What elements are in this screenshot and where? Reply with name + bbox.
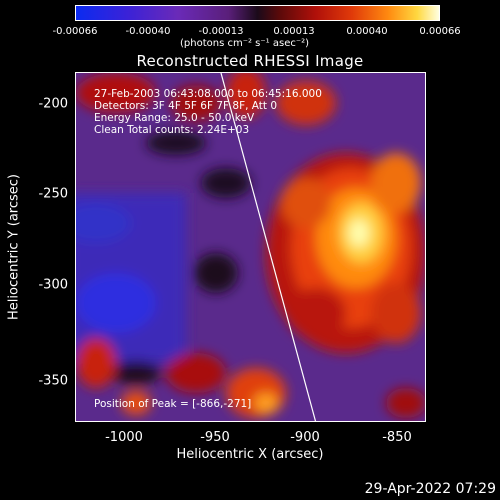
- image-canvas: [76, 73, 425, 421]
- colorbar-tick: -0.00066: [52, 26, 98, 37]
- x-tick: -900: [290, 430, 320, 445]
- y-tick: -300: [38, 277, 68, 293]
- x-tick: -1000: [105, 430, 143, 445]
- peak-position: Position of Peak = [-866,-271]: [94, 398, 252, 410]
- y-tick: -350: [38, 373, 68, 389]
- colorbar-tick: 0.00066: [419, 26, 461, 37]
- x-axis-label: Heliocentric X (arcsec): [176, 447, 324, 462]
- colorbar: [75, 5, 440, 21]
- info-detectors: Detectors: 3F 4F 5F 6F 7F 8F, Att 0: [94, 100, 278, 112]
- y-tick: -200: [38, 96, 68, 112]
- footer-date: 29-Apr-2022 07:29: [364, 481, 496, 497]
- rhessi-image: [75, 72, 426, 422]
- y-tick: -250: [38, 186, 68, 202]
- info-clean: Clean Total counts: 2.24E+03: [94, 124, 250, 136]
- x-tick: -850: [382, 430, 412, 445]
- colorbar-units: (photons cm⁻² s⁻¹ asec⁻²): [180, 38, 310, 49]
- info-time: 27-Feb-2003 06:43:08.000 to 06:45:16.000: [94, 88, 322, 100]
- plot-title: Reconstructed RHESSI Image: [136, 52, 364, 70]
- colorbar-tick: 0.00040: [346, 26, 388, 37]
- solar-limb-line: [220, 73, 317, 421]
- colorbar-tick: -0.00040: [125, 26, 171, 37]
- info-energy: Energy Range: 25.0 - 50.0 keV: [94, 112, 255, 124]
- y-axis-label: Heliocentric Y (arcsec): [6, 174, 22, 320]
- colorbar-tick: -0.00013: [198, 26, 244, 37]
- colorbar-tick: 0.00013: [273, 26, 315, 37]
- emission-regions: [76, 73, 425, 418]
- x-tick: -950: [200, 430, 230, 445]
